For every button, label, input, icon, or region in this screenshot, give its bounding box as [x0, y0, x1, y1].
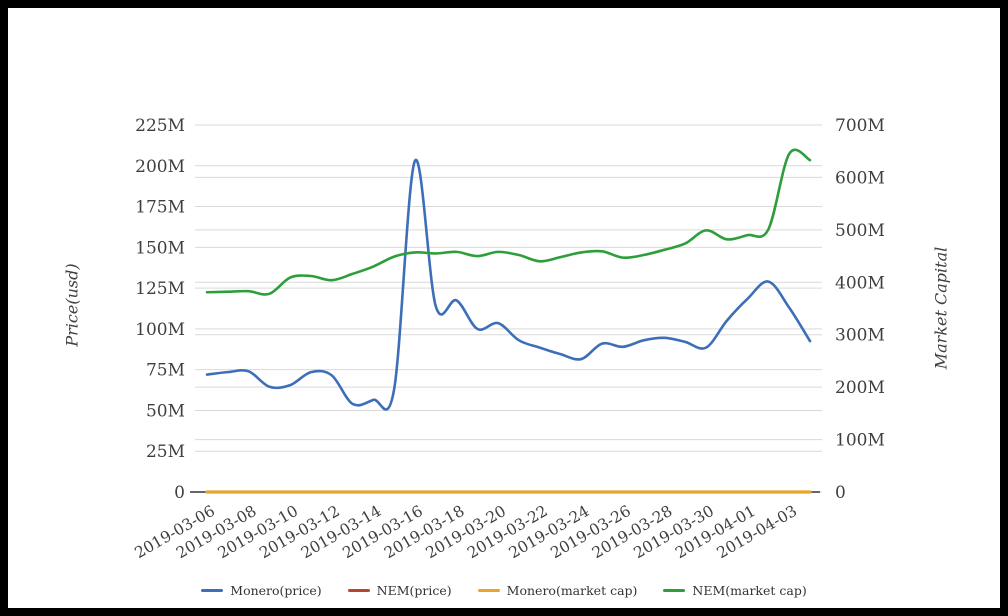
legend-label: Monero(price) — [230, 583, 322, 598]
legend-marker-nem-market-cap — [663, 589, 686, 592]
y-tick-label-right: 200M — [835, 378, 885, 398]
legend-label: Monero(market cap) — [506, 583, 638, 598]
left-axis-title: Price(usd) — [62, 263, 82, 347]
y-tick-label-left: 0 — [174, 483, 185, 503]
chart-frame: 0 25M 50M 75M 100M 125M 150M 175M 200M 225M 0 100M 2… — [8, 8, 1000, 608]
legend-item-monero-price[interactable]: Monero(price) — [201, 583, 322, 598]
y-tick-label-left: 175M — [135, 198, 185, 218]
legend-item-nem-market-cap[interactable]: NEM(market cap) — [663, 583, 807, 598]
legend-item-monero-market-cap[interactable]: Monero(market cap) — [477, 583, 638, 598]
y-tick-label-right: 700M — [835, 116, 885, 136]
legend: Monero(price) NEM(price) Monero(market cap… — [8, 583, 1000, 598]
y-tick-label-right: 0 — [835, 483, 846, 503]
y-tick-label-right: 300M — [835, 326, 885, 346]
legend-item-nem-price[interactable]: NEM(price) — [347, 583, 452, 598]
y-tick-label-left: 75M — [146, 361, 185, 381]
legend-marker-nem-price — [347, 589, 370, 592]
y-tick-label-left: 225M — [135, 116, 185, 136]
y-tick-label-left: 100M — [135, 320, 185, 340]
legend-marker-monero-price — [201, 589, 224, 592]
y-tick-label-right: 500M — [835, 221, 885, 241]
y-tick-label-right: 100M — [835, 431, 885, 451]
y-tick-label-left: 25M — [146, 442, 185, 462]
legend-label: NEM(price) — [376, 583, 452, 598]
line-chart: 0 25M 50M 75M 100M 125M 150M 175M 200M 225M 0 100M 2… — [132, 116, 885, 562]
y-tick-label-right: 400M — [835, 273, 885, 293]
y-tick-label-right: 600M — [835, 168, 885, 188]
legend-label: NEM(market cap) — [692, 583, 807, 598]
y-tick-label-left: 125M — [135, 279, 185, 299]
y-tick-label-left: 50M — [146, 401, 185, 421]
y-tick-label-left: 150M — [135, 238, 185, 258]
right-axis-title: Market Capital — [931, 246, 951, 370]
series-line-nem-market-cap — [205, 148, 812, 296]
y-tick-label-left: 200M — [135, 157, 185, 177]
series-line-monero-price — [205, 158, 812, 411]
legend-marker-monero-market-cap — [477, 589, 500, 592]
